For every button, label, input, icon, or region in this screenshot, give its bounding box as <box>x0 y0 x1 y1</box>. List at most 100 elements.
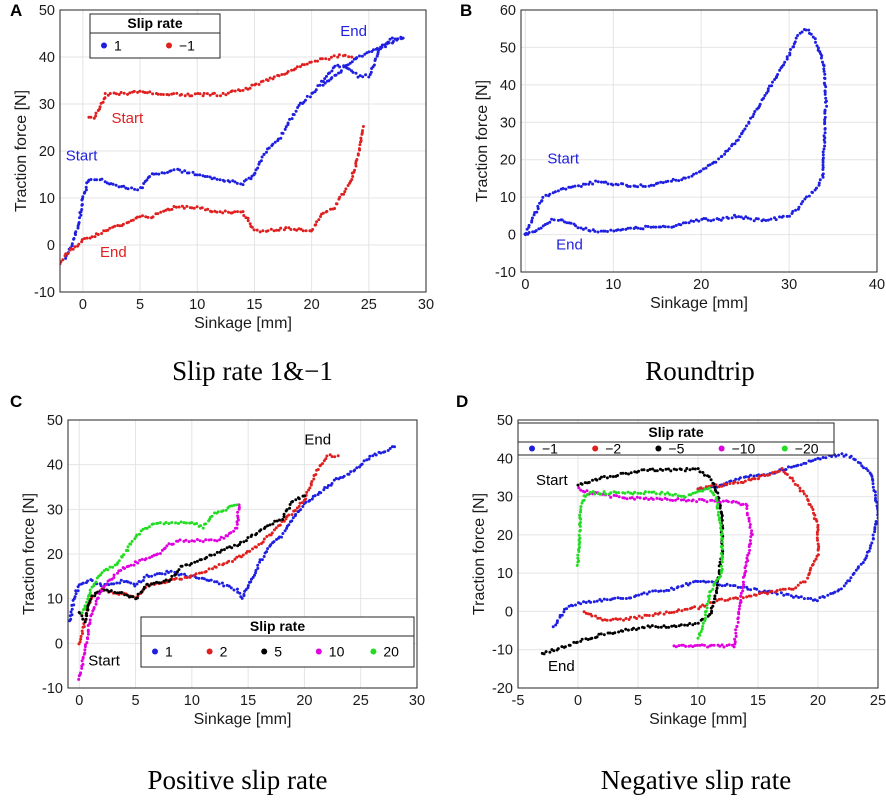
data-point <box>813 598 817 602</box>
data-point <box>360 54 364 58</box>
data-point <box>354 71 358 75</box>
data-point <box>182 206 186 210</box>
data-point <box>368 73 372 76</box>
data-point <box>177 522 180 525</box>
data-point <box>260 558 264 562</box>
data-point <box>100 177 104 181</box>
data-point <box>190 94 194 98</box>
data-point <box>220 548 224 552</box>
data-point <box>745 556 749 560</box>
data-point <box>626 184 630 188</box>
data-point <box>606 230 609 233</box>
data-point <box>809 566 813 570</box>
data-point <box>325 79 329 83</box>
data-point <box>77 221 81 224</box>
data-point <box>576 556 580 560</box>
data-point <box>629 596 633 600</box>
data-point <box>594 614 597 618</box>
data-point <box>204 538 208 542</box>
data-point <box>717 518 721 522</box>
data-point <box>822 595 826 599</box>
data-point <box>563 645 567 649</box>
data-point <box>750 533 754 536</box>
data-point <box>721 499 725 503</box>
data-point <box>731 499 735 503</box>
data-point <box>191 170 195 174</box>
data-point <box>239 210 243 214</box>
data-point <box>581 227 585 231</box>
data-point <box>624 627 628 631</box>
data-point <box>683 623 687 627</box>
data-point <box>330 69 334 73</box>
data-point <box>178 538 182 542</box>
data-point <box>271 522 275 526</box>
data-point <box>291 516 295 520</box>
data-point <box>738 604 742 608</box>
data-point <box>148 90 152 94</box>
data-point <box>192 206 196 210</box>
legend-box <box>140 616 415 668</box>
data-point <box>652 183 656 187</box>
data-point <box>720 518 724 522</box>
data-point <box>235 555 239 559</box>
data-point <box>857 565 860 569</box>
data-point <box>361 125 365 128</box>
data-point <box>170 521 174 524</box>
data-point <box>715 499 719 503</box>
data-point <box>347 67 351 71</box>
data-point <box>650 624 654 628</box>
data-point <box>718 506 722 510</box>
data-point <box>687 498 691 502</box>
legend-marker <box>718 445 725 452</box>
data-point <box>782 593 786 597</box>
data-point <box>745 507 749 510</box>
data-point <box>816 523 820 527</box>
x-tick-label: 20 <box>304 297 320 313</box>
data-point <box>789 594 793 598</box>
data-point <box>70 607 74 611</box>
data-point <box>747 517 751 521</box>
y-tick-label: 40 <box>500 78 516 94</box>
data-point <box>687 221 691 225</box>
data-point <box>80 614 84 618</box>
data-point <box>612 229 616 233</box>
data-point <box>683 607 687 611</box>
data-point <box>756 477 760 481</box>
axes-box <box>520 9 878 273</box>
data-point <box>872 489 876 492</box>
data-point <box>815 44 819 48</box>
data-point <box>799 581 803 585</box>
data-point <box>674 224 678 227</box>
data-point <box>821 163 825 167</box>
data-point <box>708 163 712 167</box>
data-point <box>659 589 663 593</box>
data-point <box>544 650 548 654</box>
data-point <box>115 591 119 595</box>
data-point <box>658 467 662 471</box>
legend-marker <box>101 42 107 49</box>
data-point <box>703 643 706 647</box>
data-point <box>648 467 652 471</box>
data-point <box>672 467 676 471</box>
legend-label: −20 <box>795 441 819 457</box>
data-point <box>829 592 833 596</box>
data-point <box>565 607 569 611</box>
data-point <box>132 89 136 93</box>
data-point <box>578 528 582 532</box>
data-point <box>365 458 369 462</box>
data-point <box>82 625 86 629</box>
data-point <box>598 477 602 481</box>
x-tick-label: 30 <box>781 277 797 293</box>
data-point <box>669 469 673 473</box>
data-point <box>329 77 333 81</box>
data-point <box>788 214 791 218</box>
data-point <box>523 233 527 237</box>
data-point <box>94 599 98 603</box>
y-tick-label: 0 <box>55 636 63 652</box>
y-tick-label: 30 <box>500 115 516 131</box>
data-point <box>252 228 256 232</box>
data-point <box>122 91 126 95</box>
data-point <box>86 597 90 601</box>
data-point <box>824 96 828 100</box>
data-point <box>100 232 104 235</box>
